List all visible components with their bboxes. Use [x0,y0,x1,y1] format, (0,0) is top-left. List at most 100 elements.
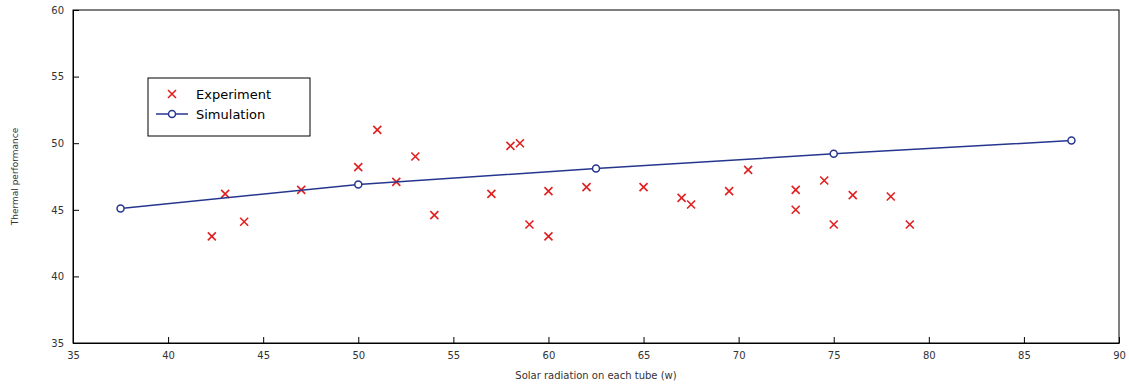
point [544,232,552,240]
tick-label: 80 [923,350,936,361]
point [792,206,800,214]
tick: 60 [51,5,79,16]
tick-label: 35 [51,338,64,349]
point [849,191,857,199]
tick: 55 [51,71,79,82]
tick-mark [358,337,359,343]
legend: Experiment Simulation [148,78,310,136]
tick: 85 [1018,337,1031,361]
tick: 45 [51,205,79,216]
tick-mark [929,337,930,343]
axis-line [73,11,74,344]
point [593,165,600,172]
tick-label: 35 [67,350,80,361]
tick-label: 50 [51,138,64,149]
tick-mark [1119,337,1120,343]
tick-label: 50 [352,350,365,361]
tick: 60 [543,337,556,361]
legend-swatch [169,111,176,118]
tick-label: 90 [1113,350,1126,361]
tick-mark [73,10,79,11]
point [640,183,648,191]
tick: 65 [638,337,651,361]
tick-mark [739,337,740,343]
tick-mark [1024,337,1025,343]
point [430,211,438,219]
tick-mark [73,343,79,344]
point [830,150,837,157]
point [240,218,248,226]
tick-mark [548,337,549,343]
tick-label: 70 [733,350,746,361]
point [354,163,362,171]
y-axis-title: Thermal performance [10,127,20,226]
tick: 35 [51,338,79,349]
tick: 90 [1113,337,1126,361]
series-line [121,141,1072,209]
point [544,187,552,195]
point [506,142,514,150]
plot-frame [73,10,1119,343]
tick-mark [73,276,79,277]
tick: 50 [352,337,365,361]
axis-line [74,343,1120,344]
point [355,181,362,188]
tick: 40 [162,337,175,361]
point [487,190,495,198]
point [906,220,914,228]
tick: 50 [51,138,79,149]
point [516,139,524,147]
point [887,192,895,200]
point [830,220,838,228]
tick-label: 55 [447,350,460,361]
tick-label: 75 [828,350,841,361]
tick-mark [73,143,79,144]
tick-label: 45 [51,205,64,216]
point [411,153,419,161]
legend-label: Simulation [196,107,265,122]
point [582,183,590,191]
point [1068,137,1075,144]
tick-label: 40 [51,271,64,282]
chart: 35 40 45 50 55 60 65 70 75 80 85 90 35 40 45 50 55 60 Expe… [0,0,1129,385]
point [678,194,686,202]
tick: 70 [733,337,746,361]
x-axis-title: Solar radiation on each tube (w) [515,370,676,381]
tick: 80 [923,337,936,361]
tick-label: 40 [162,350,175,361]
point [725,187,733,195]
x-axis: 35 40 45 50 55 60 65 70 75 80 85 90 [67,337,1126,361]
point [525,220,533,228]
point [208,232,216,240]
point [687,200,695,208]
tick-label: 65 [638,350,651,361]
tick-mark [453,337,454,343]
tick-mark [263,337,264,343]
point [373,126,381,134]
y-axis: 35 40 45 50 55 60 [51,5,79,349]
point [221,190,229,198]
legend-label: Experiment [196,87,271,102]
tick-mark [168,337,169,343]
tick-mark [73,77,79,78]
tick-label: 45 [257,350,270,361]
point [117,205,124,212]
point [744,166,752,174]
legend-swatch [168,90,176,98]
tick-label: 85 [1018,350,1031,361]
point [792,186,800,194]
tick: 40 [51,271,79,282]
point [820,176,828,184]
tick-mark [73,210,79,211]
tick-mark [644,337,645,343]
legend-box [148,78,310,136]
tick-label: 55 [51,71,64,82]
tick-mark [834,337,835,343]
tick: 55 [447,337,460,361]
tick-label: 60 [543,350,556,361]
tick-label: 60 [51,5,64,16]
plot: 35 40 45 50 55 60 65 70 75 80 85 90 35 40 45 50 55 60 Expe… [51,5,1126,361]
data-area [117,126,1075,241]
tick: 75 [828,337,841,361]
tick: 45 [257,337,270,361]
